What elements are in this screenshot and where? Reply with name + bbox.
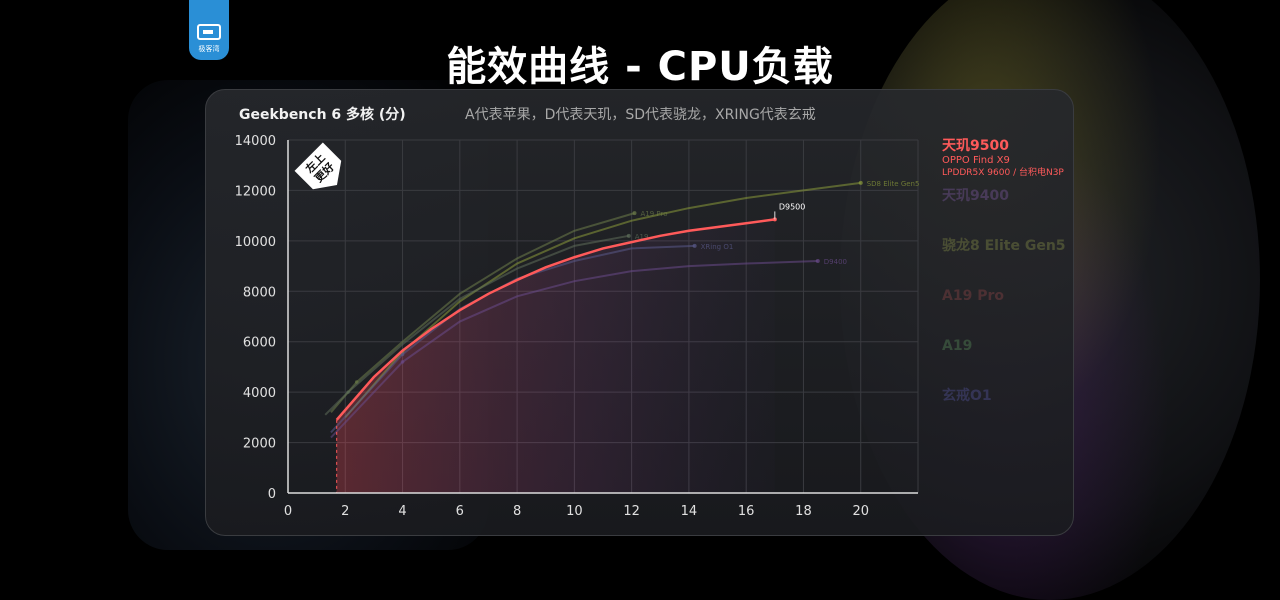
x-tick-label: 2 [341,504,349,519]
legend-name: 玄戒O1 [942,388,992,404]
x-tick-label: 12 [623,504,640,519]
series-point [400,352,405,357]
chart-legend: 天玑9500 OPPO Find X9 LPDDR5X 9600 / 台积电N3P 天… [942,138,1082,438]
chart-title: Geekbench 6 多核 (分) [239,107,406,123]
legend-name: 天玑9500 [942,138,1009,154]
legend-name: 骁龙8 Elite Gen5 [942,238,1066,254]
y-tick-label: 6000 [243,336,276,351]
x-tick-label: 18 [795,504,812,519]
page-title: 能效曲线 - CPU负载 [446,44,834,90]
y-tick-label: 4000 [243,386,276,401]
series-label: SD8 Elite Gen5 [867,180,920,188]
legend-device: OPPO Find X9 [942,155,1010,166]
series-line-highlight [335,218,775,421]
y-tick-label: 10000 [235,235,276,250]
logo-text: 极客湾 [198,45,220,53]
legend-name: A19 [942,338,973,354]
x-tick-label: 10 [566,504,583,519]
y-tick-label: 0 [268,487,276,502]
legend-item: 骁龙8 Elite Gen5 [942,238,1082,279]
x-tick-label: 0 [284,504,292,519]
series-end-point [692,243,697,248]
series-point [346,390,350,394]
y-tick-label: 2000 [243,437,276,452]
efficiency-chart: SD8 Elite Gen5 A19 Pro A19 XRing O1 D9400 D95… [235,134,920,519]
series-point [400,360,405,364]
chart-subtitle: A代表苹果，D代表天玑，SD代表骁龙，XRING代表玄戒 [465,107,816,123]
series-fill-area [336,219,775,494]
legend-name: A19 Pro [942,288,1004,304]
legend-name: 天玑9400 [942,188,1009,204]
series-end-point [632,211,637,216]
legend-memory: LPDDR5X 9600 / 台积电N3P [942,168,1064,178]
series-label: A19 [635,233,649,241]
x-tick-label: 16 [738,504,755,519]
series-end-point [815,259,820,264]
legend-item: 天玑9500 OPPO Find X9 LPDDR5X 9600 / 台积电N3P [942,138,1082,179]
y-tick-label: 8000 [243,285,276,300]
series-label: XRing O1 [701,243,734,251]
channel-logo: 极客湾 [189,0,229,60]
legend-item: A19 [942,338,1082,379]
x-tick-label: 20 [852,504,869,519]
series-label: D9500 [779,202,806,211]
legend-item: 玄戒O1 [942,388,1082,429]
x-tick-label: 4 [398,504,406,519]
y-tick-label: 12000 [235,184,276,199]
x-tick-label: 8 [513,504,521,519]
series-end-point [626,233,631,238]
legend-item: A19 Pro [942,288,1082,329]
series-line [330,260,818,439]
x-tick-label: 6 [456,504,464,519]
series-end-point [858,180,863,185]
logo-icon [197,24,221,40]
badge-arrow-icon [294,142,342,190]
x-tick-label: 14 [681,504,698,519]
series-label: D9400 [824,258,847,266]
legend-item: 天玑9400 [942,188,1082,229]
series-line [344,181,861,419]
y-tick-label: 14000 [235,134,276,149]
series-label: A19 Pro [641,210,668,218]
